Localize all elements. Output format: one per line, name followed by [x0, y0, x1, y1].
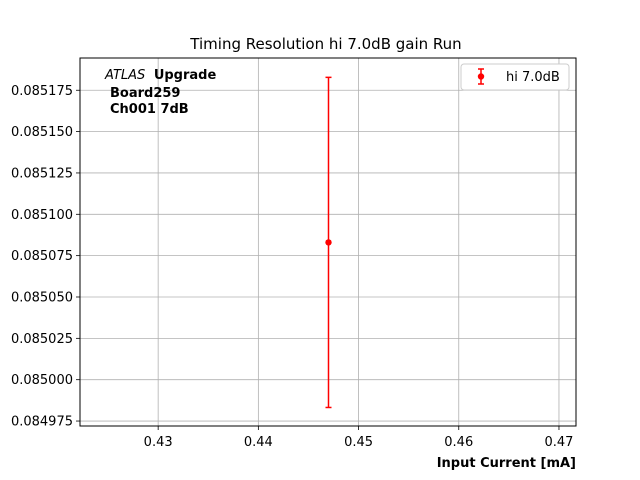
legend-box — [460, 63, 570, 91]
x-tick-label: 0.45 — [344, 435, 373, 450]
y-tick-label: 0.085025 — [11, 332, 73, 347]
y-tick-label: 0.085000 — [11, 373, 73, 388]
annotation-atlas: ATLAS — [104, 68, 145, 83]
y-tick-label: 0.085100 — [11, 208, 73, 223]
y-tick-label: 0.085050 — [11, 290, 73, 305]
y-tick-label: 0.085150 — [11, 125, 73, 140]
annotation-board: Board259 — [110, 86, 180, 101]
legend-point — [477, 73, 485, 80]
x-axis-label: Input Current [mA] — [437, 456, 576, 471]
y-axis-ticks: 0.084975 0.085000 0.085025 0.085050 0.085075… — [11, 84, 80, 430]
x-tick-label: 0.46 — [444, 435, 473, 450]
legend-label: hi 7.0dB — [506, 70, 560, 85]
x-tick-label: 0.44 — [244, 435, 273, 450]
x-axis-ticks: 0.43 0.44 0.45 0.46 0.47 — [144, 426, 573, 450]
plot-frame — [79, 57, 577, 427]
y-tick-label: 0.085125 — [11, 166, 73, 181]
y-tick-label: 0.085175 — [11, 84, 73, 99]
y-tick-label: 0.085075 — [11, 249, 73, 264]
legend-marker — [477, 68, 485, 85]
data-point — [325, 239, 332, 246]
chart-title: Timing Resolution hi 7.0dB gain Run — [189, 35, 461, 53]
annotation-upgrade: Upgrade — [154, 68, 217, 83]
svg-text:ATLAS Upgrade: ATLAS Upgrade — [104, 68, 216, 83]
atlas-annotation: ATLAS Upgrade Board259 Ch001 7dB — [104, 68, 216, 117]
y-tick-label: 0.084975 — [11, 415, 73, 430]
x-tick-label: 0.47 — [544, 435, 573, 450]
legend: hi 7.0dB — [460, 63, 570, 91]
annotation-channel: Ch001 7dB — [110, 102, 189, 117]
x-tick-label: 0.43 — [144, 435, 173, 450]
data-points — [325, 239, 332, 246]
